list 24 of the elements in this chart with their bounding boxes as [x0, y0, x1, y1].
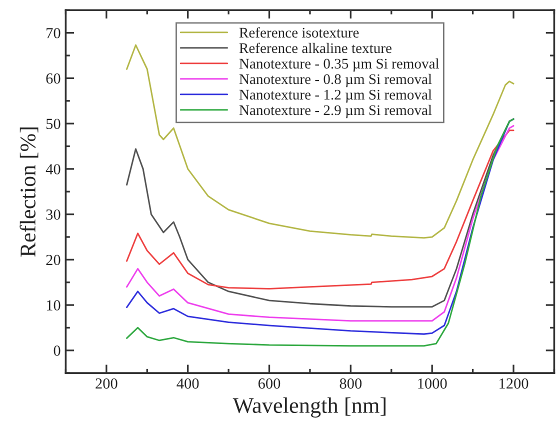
y-tick-label: 50	[46, 118, 60, 130]
y-axis-title: Reflection [%]	[20, 128, 38, 257]
y-tick-label: 70	[46, 28, 60, 38]
line-series	[126, 130, 514, 290]
x-axis-title: Wavelength [nm]	[232, 397, 386, 418]
y-tick-label: 40	[46, 164, 60, 174]
legend-label: Reference isotexture	[239, 27, 359, 38]
x-tick-label: 200	[96, 378, 118, 389]
x-tick-label: 400	[176, 378, 199, 389]
legend-label: Nanotexture - 0.8 µm Si removal	[239, 74, 432, 88]
x-tick-label: 1200	[500, 378, 528, 389]
legend-label: Nanotexture - 2.9 µm Si removal	[239, 104, 432, 118]
legend-label: Nanotexture - 1.2 µm Si removal	[239, 89, 432, 103]
line-series	[126, 44, 514, 239]
legend-label: Nanotexture - 0.35 µm Si removal	[239, 58, 440, 72]
x-tick-label: 600	[258, 378, 280, 389]
y-tick-label: 60	[46, 73, 60, 84]
legend-label: Reference alkaline texture	[239, 42, 392, 54]
y-tick-label: 0	[54, 346, 60, 356]
y-tick-label: 20	[46, 254, 60, 266]
x-tick-label: 1000	[418, 378, 447, 389]
x-tick-label: 800	[340, 378, 362, 389]
y-tick-label: 30	[46, 209, 60, 220]
y-tick-label: 10	[46, 300, 60, 310]
